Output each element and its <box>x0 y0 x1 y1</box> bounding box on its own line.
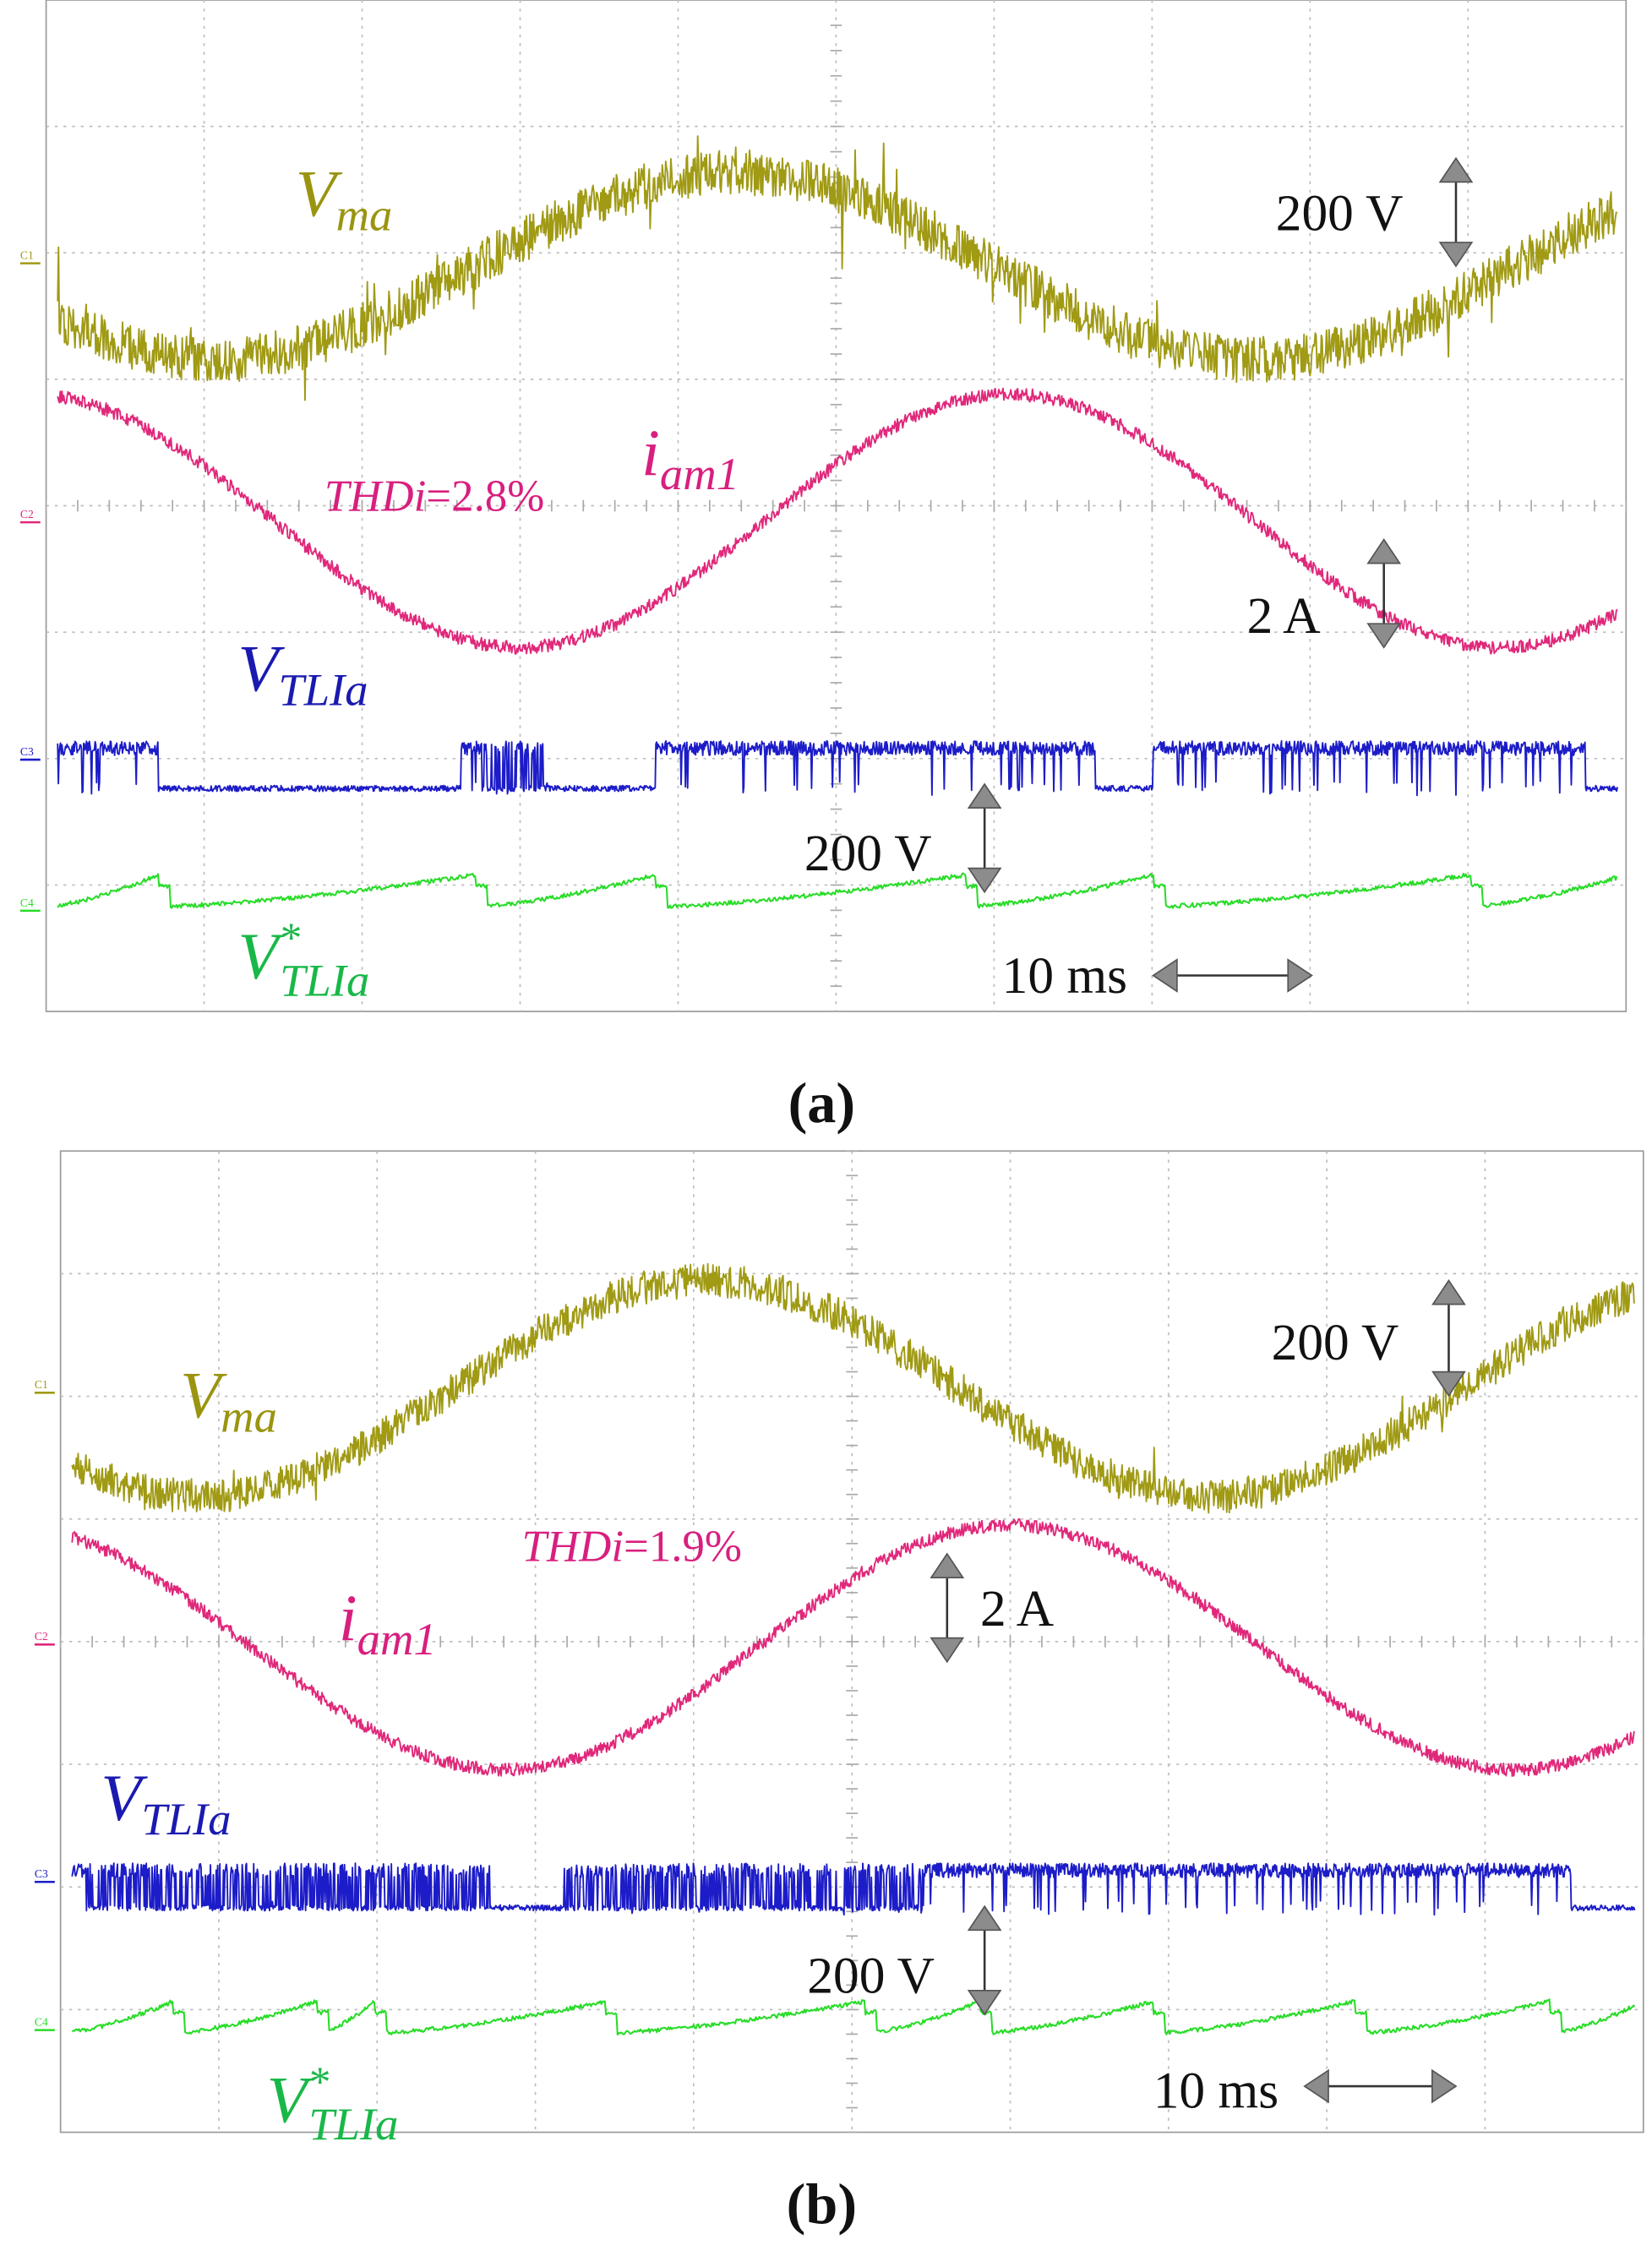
label-symbol: V <box>267 2063 314 2137</box>
waveform-vtlia <box>57 740 1618 797</box>
label-subscript: am1 <box>357 1613 437 1665</box>
thdi-label: THDi=2.8% <box>324 472 544 521</box>
arrow-head <box>930 1637 965 1664</box>
thdi-value: =1.9% <box>624 1523 742 1572</box>
channel-marker: C2 <box>20 508 34 520</box>
label-subscript: TLIa <box>280 954 369 1005</box>
arrow-head <box>1366 623 1402 649</box>
waveform-label: iam1 <box>641 416 739 499</box>
label-subscript: ma <box>336 188 393 240</box>
arrow-head <box>1366 538 1402 564</box>
arrow-head <box>1303 2068 1329 2104</box>
waveform-label: Vma <box>180 1358 277 1441</box>
scale-label: 200 V <box>1272 1314 1399 1371</box>
label-symbol: V <box>237 631 285 705</box>
arrow-head <box>1287 958 1313 993</box>
arrow-head <box>1152 958 1178 993</box>
thdi-name: THDi <box>324 472 426 521</box>
waveform-vma <box>71 1262 1635 1514</box>
waveform-label: Vma <box>296 156 393 240</box>
waveform-label: V* TLIa <box>267 2058 399 2150</box>
scale-label: 10 ms <box>1002 947 1127 1005</box>
scale-label: 200 V <box>1276 184 1404 242</box>
arrow-head <box>1438 156 1474 183</box>
waveform-vtlia <box>71 1862 1636 1916</box>
label-superscript: * <box>278 914 300 962</box>
arrow-head <box>967 1989 1002 2016</box>
thdi-value: =2.8% <box>426 472 544 521</box>
arrow-head <box>1431 2068 1458 2104</box>
label-superscript: * <box>308 2058 330 2106</box>
panel-caption: (a) <box>788 1071 856 1135</box>
label-symbol: i <box>339 1581 357 1654</box>
thdi-label: THDi=1.9% <box>522 1523 742 1572</box>
scale-label: 2 A <box>1247 587 1321 645</box>
waveform-vref <box>71 1998 1636 2036</box>
channel-marker: C4 <box>20 896 34 909</box>
channel-marker: C1 <box>35 1378 48 1391</box>
arrow-head <box>967 782 1002 809</box>
label-subscript: am1 <box>660 448 739 499</box>
arrow-head <box>1438 242 1474 268</box>
scale-label: 200 V <box>804 825 932 882</box>
waveform-vma <box>57 135 1618 401</box>
waveform-label: iam1 <box>339 1581 437 1665</box>
arrow-head <box>967 1905 1002 1932</box>
scale-label: 2 A <box>980 1580 1054 1638</box>
channel-marker: C3 <box>35 1867 48 1880</box>
channel-marker: C2 <box>35 1630 48 1643</box>
scale-label: 10 ms <box>1153 2063 1279 2120</box>
arrow-head <box>967 867 1002 894</box>
label-subscript: TLIa <box>278 663 368 715</box>
arrow-head <box>1431 1370 1466 1398</box>
label-subscript: ma <box>221 1390 277 1441</box>
waveform-vref <box>57 872 1618 909</box>
arrow-head <box>1431 1278 1466 1305</box>
panel-caption: (b) <box>787 2172 857 2236</box>
channel-marker: C4 <box>35 2016 48 2029</box>
label-symbol: i <box>641 416 660 489</box>
waveform-label: VTLIa <box>101 1761 231 1845</box>
label-symbol: V <box>101 1761 148 1834</box>
label-symbol: V <box>180 1358 227 1431</box>
waveform-label: V* TLIa <box>237 914 369 1005</box>
scale-label: 200 V <box>807 1947 935 2004</box>
label-subscript: TLIa <box>308 2098 398 2150</box>
waveform-iam1 <box>57 387 1618 655</box>
waveform-iam1 <box>71 1518 1635 1778</box>
label-symbol: V <box>296 156 343 230</box>
channel-marker: C1 <box>20 249 34 262</box>
channel-marker: C3 <box>20 745 34 758</box>
thdi-name: THDi <box>522 1523 624 1572</box>
arrow-head <box>930 1552 965 1578</box>
label-symbol: V <box>237 919 285 993</box>
waveform-label: VTLIa <box>237 631 368 715</box>
label-subscript: TLIa <box>141 1793 231 1845</box>
